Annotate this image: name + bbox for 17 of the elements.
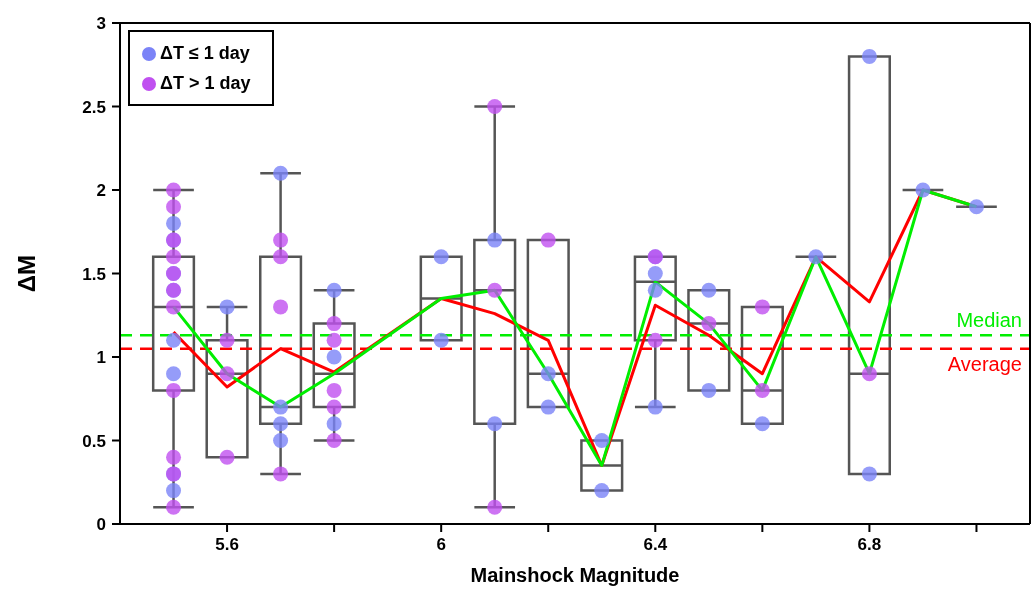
y-tick-label: 1 [96, 348, 106, 368]
x-tick-label: 5.6 [215, 535, 239, 555]
y-tick-label: 2.5 [82, 97, 106, 117]
x-tick-label: 6 [436, 535, 446, 555]
y-axis-title: ΔM [12, 254, 40, 293]
y-tick-label: 2 [96, 181, 106, 201]
x-tick-label: 6.4 [643, 535, 668, 555]
y-tick-label: 1.5 [82, 264, 106, 284]
x-axis-title: Mainshock Magnitude [470, 564, 680, 586]
y-tick-label: 3 [96, 14, 106, 34]
legend-label: ΔT ≤ 1 day [160, 43, 250, 63]
ref-line-label: Median [956, 309, 1022, 332]
x-tick-label: 6.8 [857, 535, 882, 555]
y-tick-label: 0.5 [82, 431, 106, 451]
legend-label: ΔT > 1 day [160, 73, 251, 93]
ref-line-label: Average [947, 352, 1022, 375]
y-tick-label: 0 [96, 515, 106, 535]
